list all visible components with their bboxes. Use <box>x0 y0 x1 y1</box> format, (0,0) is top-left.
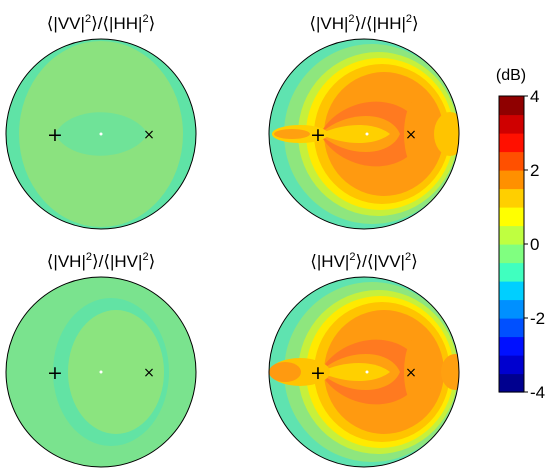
panel-title-hv-vv: ⟨|HV|2⟩/⟨|VV|2⟩ <box>310 251 417 271</box>
center-dot <box>365 132 369 136</box>
panel-border <box>5 276 197 468</box>
colorbar-band <box>499 318 524 338</box>
colorbar-tick-label: 2 <box>530 161 539 180</box>
colorbar-band <box>499 151 524 171</box>
colorbar-band <box>499 207 524 227</box>
colorbar-tick-label: 4 <box>530 87 539 106</box>
colorbar-band <box>499 299 524 319</box>
plus-marker: + <box>47 362 63 384</box>
panel-vh-hv: ⟨|VH|2⟩/⟨|HV|2⟩ + × <box>5 251 197 468</box>
colorbar-unit-label: (dB) <box>496 67 526 84</box>
plus-marker: + <box>310 124 326 146</box>
center-dot <box>99 370 103 374</box>
colorbar-band <box>499 355 524 375</box>
colorbar-band <box>499 188 524 208</box>
cross-marker: × <box>405 365 417 381</box>
panel-title-vh-hv: ⟨|VH|2⟩/⟨|HV|2⟩ <box>47 251 155 271</box>
colorbar-band <box>499 133 524 153</box>
center-dot <box>99 132 103 136</box>
center-dot <box>365 370 369 374</box>
cross-marker: × <box>143 365 155 381</box>
colorbar-band <box>499 262 524 282</box>
colorbar: (dB) 4 2 0 -2 -4 <box>496 67 545 402</box>
cross-marker: × <box>143 127 155 143</box>
colorbar-tick-label: -4 <box>530 383 545 402</box>
colorbar-band <box>499 114 524 134</box>
colorbar-band <box>499 336 524 356</box>
colorbar-tick-label: -2 <box>530 309 545 328</box>
panel-border <box>268 38 460 230</box>
panel-hv-vv: ⟨|HV|2⟩/⟨|VV|2⟩ + × <box>268 251 460 468</box>
panel-title-vv-hh: ⟨|VV|2⟩/⟨|HH|2⟩ <box>47 13 155 33</box>
colorbar-band <box>499 281 524 301</box>
colorbar-band <box>499 225 524 245</box>
panel-border <box>5 38 197 230</box>
panel-vh-hh: ⟨|VH|2⟩/⟨|HH|2⟩ + × <box>268 13 460 230</box>
colorbar-bands <box>499 96 524 393</box>
panel-field-hv-vv <box>269 277 459 467</box>
colorbar-band <box>499 244 524 264</box>
panel-vv-hh: ⟨|VV|2⟩/⟨|HH|2⟩ + × <box>5 13 197 230</box>
cross-marker: × <box>405 127 417 143</box>
colorbar-ticks: 4 2 0 -2 -4 <box>524 87 545 402</box>
colorbar-band <box>499 170 524 190</box>
colorbar-band <box>499 373 524 393</box>
colorbar-tick-label: 0 <box>530 235 539 254</box>
plus-marker: + <box>47 124 63 146</box>
panel-field-vh-hh <box>269 39 459 229</box>
panel-title-vh-hh: ⟨|VH|2⟩/⟨|HH|2⟩ <box>309 13 418 33</box>
plus-marker: + <box>310 362 326 384</box>
colorbar-band <box>499 96 524 116</box>
panel-border <box>268 276 460 468</box>
